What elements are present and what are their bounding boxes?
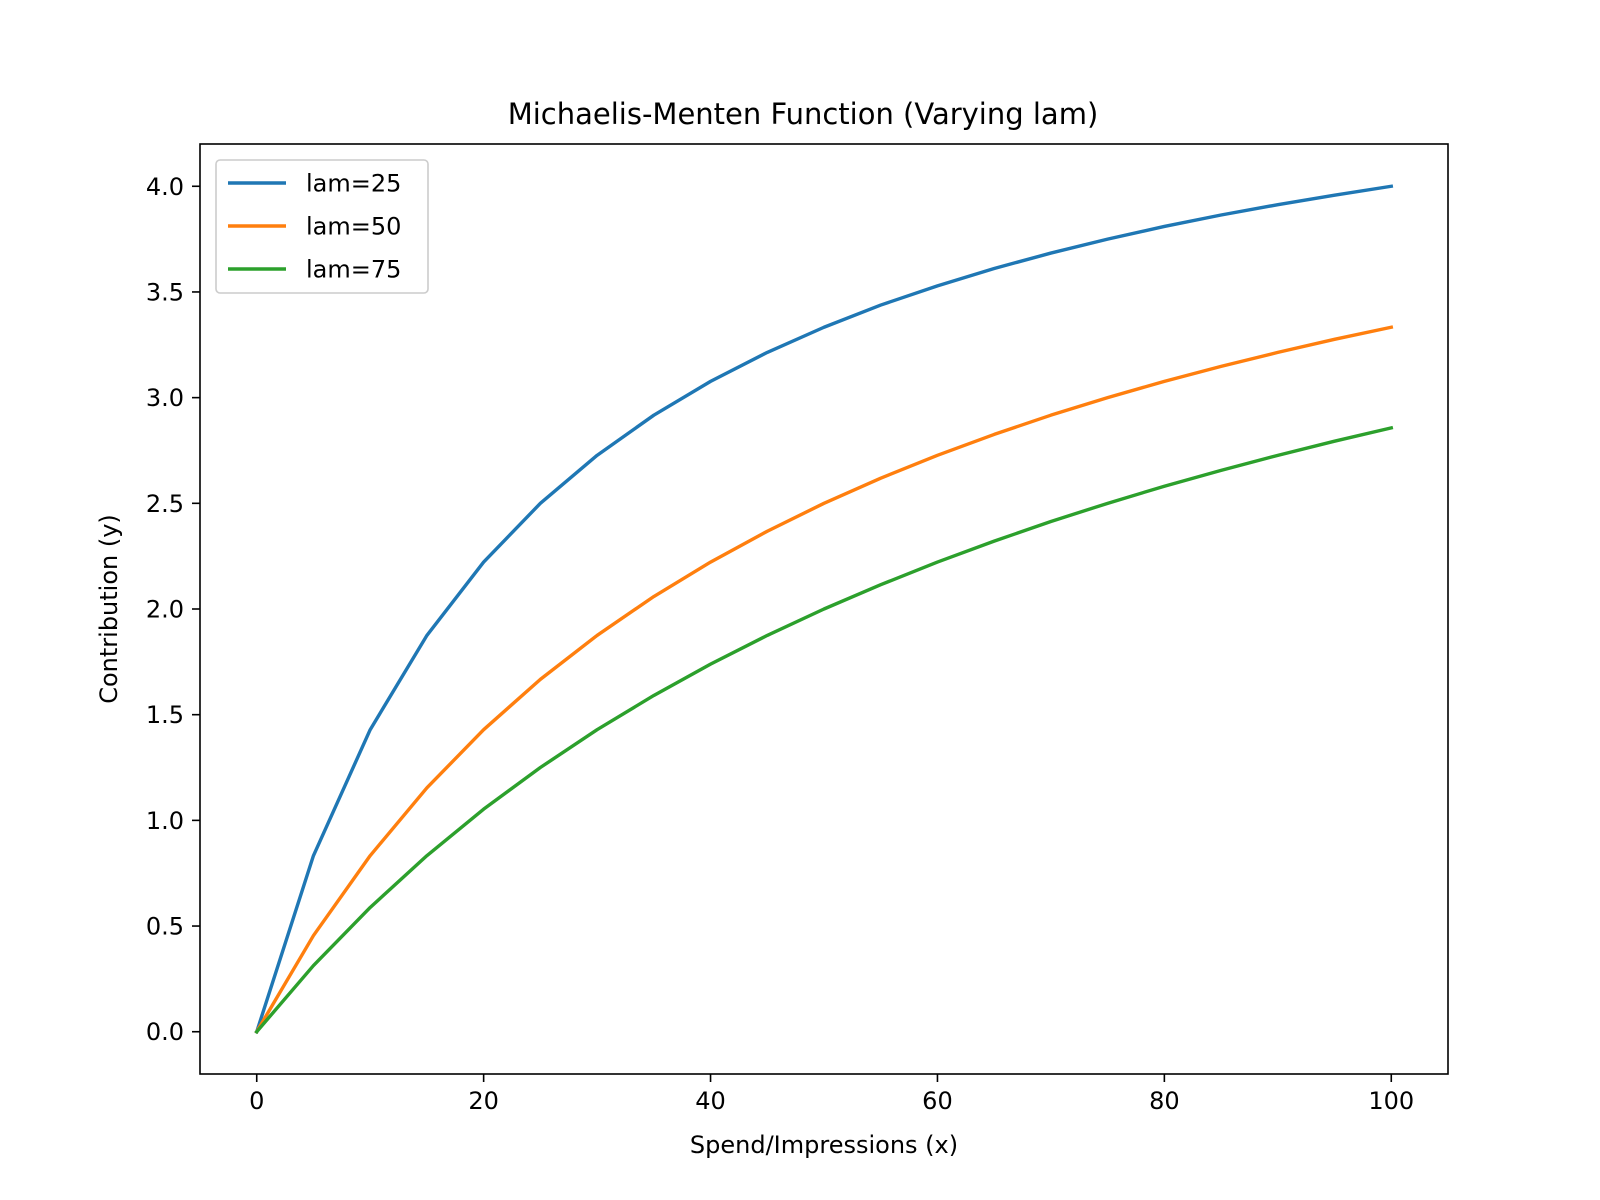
x-tick-label: 60: [922, 1087, 953, 1115]
legend-box: [215, 159, 429, 294]
y-tick-label: 0.5: [146, 913, 184, 941]
y-tick-label: 1.5: [146, 701, 184, 729]
y-tick-label: 2.5: [146, 490, 184, 518]
chart-title: Michaelis-Menten Function (Varying lam): [508, 97, 1099, 131]
y-tick-label: 2.0: [146, 596, 184, 624]
series-lines: [254, 184, 1394, 1035]
x-axis-ticks: 0 20 40 60 80 100: [249, 1074, 1414, 1115]
y-tick-label: 0.0: [146, 1018, 184, 1046]
x-tick-label: 0: [249, 1087, 264, 1115]
plot-frame: [199, 143, 1449, 1075]
series-line-3: [254, 425, 1394, 1035]
legend-label-3: lam=75: [306, 256, 401, 284]
y-tick-label: 3.0: [146, 384, 184, 412]
x-tick-label: 100: [1368, 1087, 1414, 1115]
legend-label-2: lam=50: [306, 213, 401, 241]
x-tick-label: 20: [468, 1087, 499, 1115]
legend: lam=25 lam=50 lam=75: [215, 159, 429, 294]
y-axis-ticks: 0.0 0.5 1.0 1.5 2.0 2.5 3.0 3.5 4.0: [146, 173, 200, 1046]
y-tick-label: 1.0: [146, 807, 184, 835]
x-tick-label: 80: [1149, 1087, 1180, 1115]
x-tick-label: 40: [695, 1087, 726, 1115]
x-axis-label: Spend/Impressions (x): [690, 1131, 958, 1159]
y-axis-label: Contribution (y): [95, 514, 123, 704]
series-line-2: [254, 325, 1394, 1035]
y-tick-label: 3.5: [146, 278, 184, 306]
series-line-1: [254, 184, 1394, 1034]
legend-items: lam=25 lam=50 lam=75: [228, 170, 401, 284]
y-tick-label: 4.0: [146, 173, 184, 201]
legend-label-1: lam=25: [306, 170, 401, 198]
